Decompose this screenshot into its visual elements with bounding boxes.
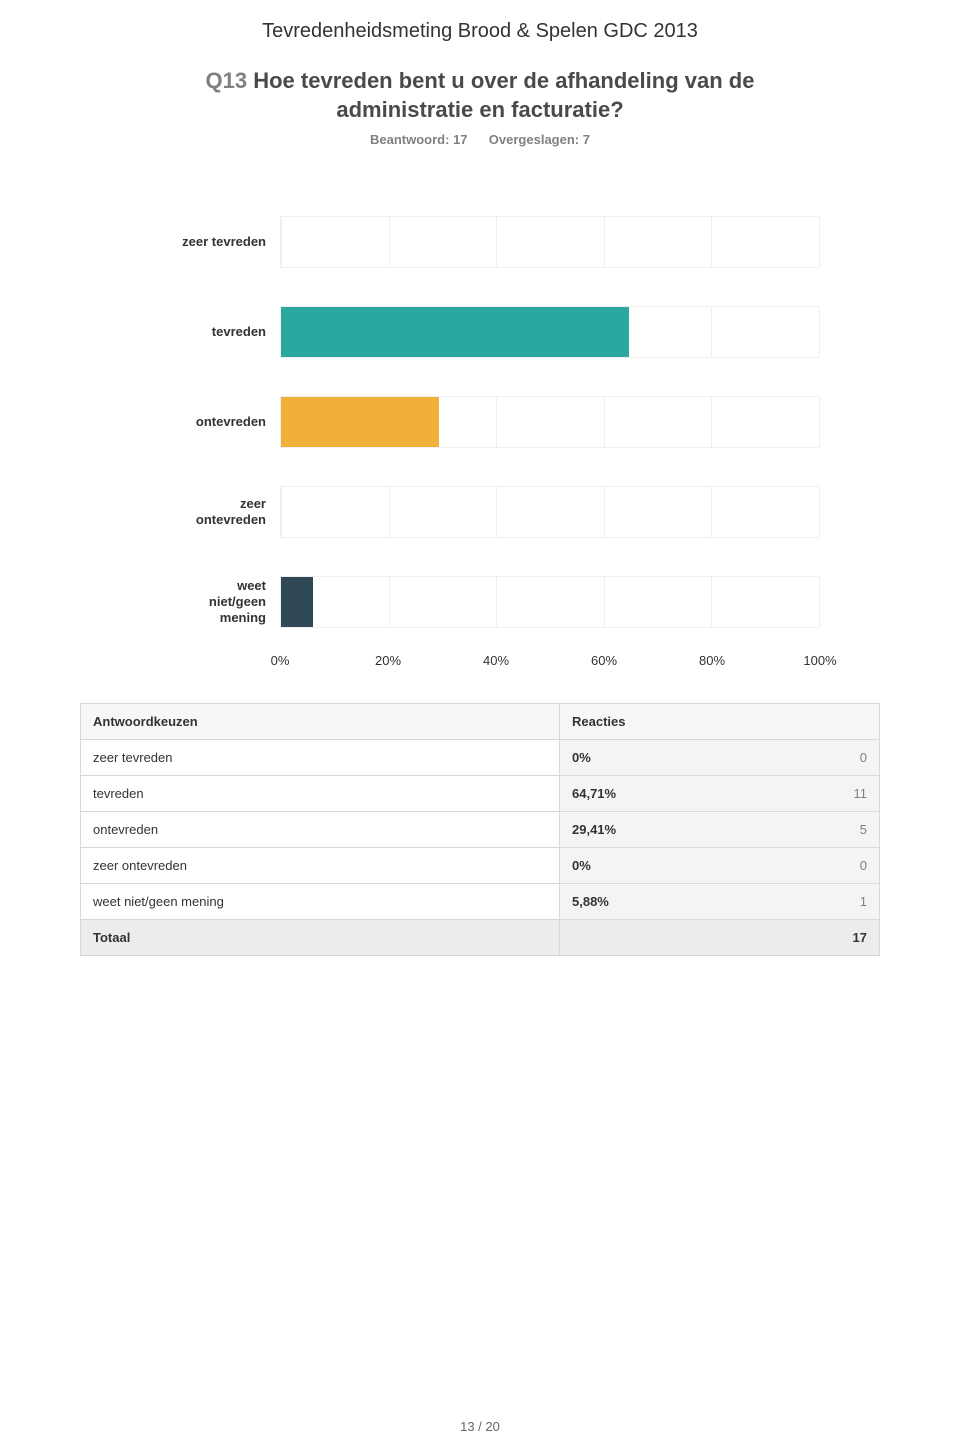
row-count: 11 [800,776,880,812]
bar-chart: zeer tevreden tevreden ontevreden zeerontev… [140,197,820,673]
chart-track [280,396,820,448]
page-number: 13 / 20 [0,1419,960,1434]
question-title: Q13 Hoe tevreden bent u over de afhandel… [160,67,800,124]
results-table: Antwoordkeuzen Reacties zeer tevreden0%0… [80,703,880,956]
chart-bar [281,577,313,627]
row-label: weet niet/geen mening [81,884,560,920]
chart-row: weetniet/geenmening [140,557,820,647]
answered-value: 17 [453,132,467,147]
chart-bar [281,307,629,357]
chart-x-axis: 0%20%40%60%80%100% [280,647,820,673]
row-label: ontevreden [81,812,560,848]
table-row: ontevreden29,41%5 [81,812,880,848]
chart-track [280,576,820,628]
table-row: zeer tevreden0%0 [81,740,880,776]
page: Tevredenheidsmeting Brood & Spelen GDC 2… [0,0,960,1454]
chart-row: ontevreden [140,377,820,467]
answered-label: Beantwoord: [370,132,449,147]
table-header-row: Antwoordkeuzen Reacties [81,704,880,740]
chart-bar [281,397,439,447]
table-row: weet niet/geen mening5,88%1 [81,884,880,920]
table-total-row: Totaal 17 [81,920,880,956]
header-reactions: Reacties [560,704,880,740]
response-meta: Beantwoord: 17 Overgeslagen: 7 [80,132,880,147]
row-label: tevreden [81,776,560,812]
chart-category-label: ontevreden [140,414,280,430]
chart-row: tevreden [140,287,820,377]
header-choices: Antwoordkeuzen [81,704,560,740]
chart-track [280,486,820,538]
total-label: Totaal [81,920,560,956]
skipped-value: 7 [583,132,590,147]
chart-track [280,306,820,358]
row-count: 5 [800,812,880,848]
chart-category-label: zeer tevreden [140,234,280,250]
row-count: 0 [800,740,880,776]
chart-x-tick: 20% [375,653,401,668]
row-percent: 5,88% [560,884,800,920]
row-percent: 29,41% [560,812,800,848]
question-prefix: Q13 [206,68,248,93]
total-value: 17 [800,920,880,956]
row-count: 1 [800,884,880,920]
chart-x-tick: 40% [483,653,509,668]
chart-x-tick: 0% [271,653,290,668]
survey-title: Tevredenheidsmeting Brood & Spelen GDC 2… [80,20,880,43]
row-percent: 64,71% [560,776,800,812]
chart-row: zeer tevreden [140,197,820,287]
row-label: zeer tevreden [81,740,560,776]
chart-track [280,216,820,268]
chart-x-tick: 100% [803,653,836,668]
row-percent: 0% [560,848,800,884]
question-text: Hoe tevreden bent u over de afhandeling … [253,68,754,122]
row-percent: 0% [560,740,800,776]
chart-category-label: tevreden [140,324,280,340]
chart-category-label: weetniet/geenmening [140,578,280,627]
table-row: tevreden64,71%11 [81,776,880,812]
row-count: 0 [800,848,880,884]
chart-category-label: zeerontevreden [140,496,280,529]
chart-x-tick: 80% [699,653,725,668]
table-row: zeer ontevreden0%0 [81,848,880,884]
row-label: zeer ontevreden [81,848,560,884]
skipped-label: Overgeslagen: [489,132,579,147]
chart-x-tick: 60% [591,653,617,668]
chart-row: zeerontevreden [140,467,820,557]
total-blank [560,920,800,956]
